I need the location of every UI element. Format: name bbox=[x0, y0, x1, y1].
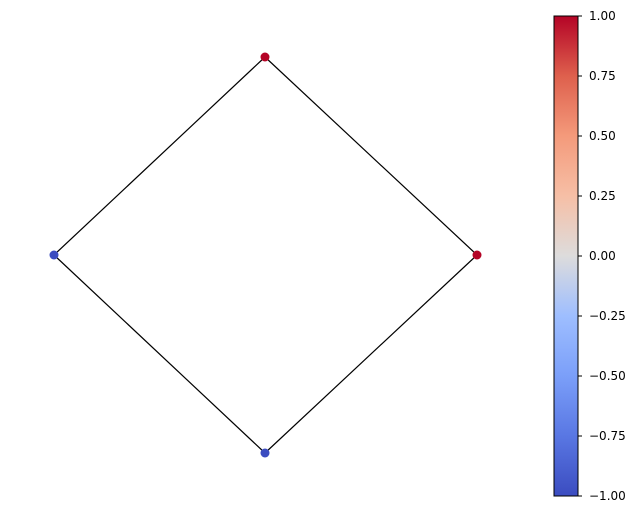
colorbar-tick-label-4: 0.00 bbox=[589, 249, 616, 263]
colorbar-tick-label-7: −0.75 bbox=[589, 429, 626, 443]
graph-edges bbox=[53, 56, 478, 454]
colorbar-tick-label-5: −0.25 bbox=[589, 309, 626, 323]
graph-nodes bbox=[49, 52, 482, 458]
colorbar-tick-label-8: −1.00 bbox=[589, 489, 626, 503]
edge-bottom-left bbox=[53, 254, 266, 454]
edge-right-bottom bbox=[264, 254, 478, 454]
colorbar-gradient bbox=[554, 16, 578, 496]
colorbar-ticks: 1.00 0.75 0.50 0.25 0.00 −0.25 −0.50 −0.75 −1.00 bbox=[578, 9, 626, 503]
colorbar: 1.00 0.75 0.50 0.25 0.00 −0.25 −0.50 −0.75 −1.00 bbox=[553, 9, 626, 503]
node-left bbox=[49, 250, 59, 260]
node-right bbox=[472, 250, 482, 260]
colorbar-tick-label-0: 1.00 bbox=[589, 9, 616, 23]
colorbar-tick-label-1: 0.75 bbox=[589, 69, 616, 83]
node-top bbox=[260, 52, 270, 62]
colorbar-tick-label-3: 0.25 bbox=[589, 189, 616, 203]
graph-plot bbox=[49, 52, 482, 458]
edge-top-right bbox=[264, 56, 478, 256]
node-bottom bbox=[260, 448, 270, 458]
colorbar-tick-label-2: 0.50 bbox=[589, 129, 616, 143]
edge-left-top bbox=[53, 56, 266, 256]
colorbar-tick-label-6: −0.50 bbox=[589, 369, 626, 383]
